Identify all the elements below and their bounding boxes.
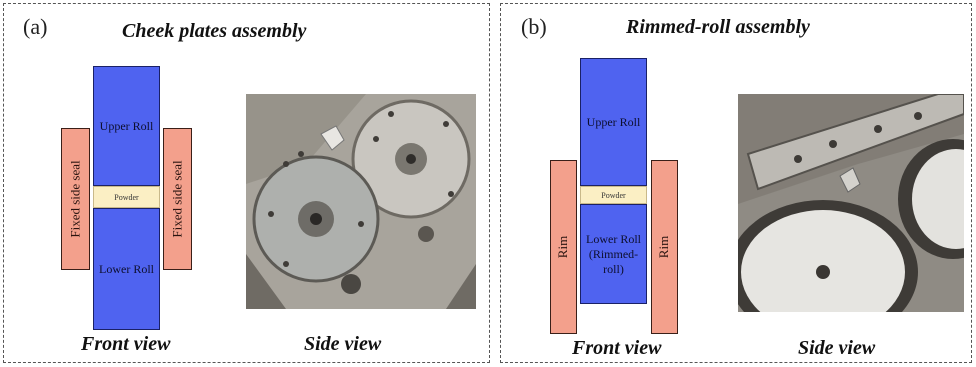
upper-roll: Upper Roll — [93, 66, 160, 186]
side-view-photo — [738, 94, 964, 312]
lower-roll-rimmed: Lower Roll (Rimmed-roll) — [580, 204, 647, 304]
assembly-photo-illustration — [738, 94, 964, 312]
panel-a: (a) Cheek plates assembly Upper Roll Pow… — [3, 3, 490, 363]
right-side-seal: Fixed side seal — [163, 128, 192, 270]
side-view-label: Side view — [304, 333, 382, 355]
upper-roll-label: Upper Roll — [99, 118, 154, 133]
front-view-label: Front view — [81, 333, 171, 355]
powder-label: Powder — [601, 190, 626, 200]
lower-roll: Lower Roll — [93, 208, 160, 330]
powder-layer: Powder — [93, 186, 160, 208]
left-rim-label: Rim — [555, 235, 571, 259]
powder-layer: Powder — [580, 186, 647, 204]
powder-label: Powder — [114, 192, 139, 202]
side-view-photo — [246, 94, 476, 309]
left-rim: Rim — [550, 160, 577, 334]
upper-roll: Upper Roll — [580, 58, 647, 186]
upper-roll-label: Upper Roll — [586, 114, 641, 129]
left-seal-label: Fixed side seal — [67, 160, 83, 238]
lower-roll-label: Lower Roll (Rimmed-roll) — [581, 232, 646, 277]
right-seal-label: Fixed side seal — [169, 160, 185, 238]
right-rim: Rim — [651, 160, 678, 334]
panel-title: Rimmed-roll assembly — [626, 16, 810, 38]
panel-letter: (a) — [23, 14, 48, 39]
assembly-photo-illustration — [246, 94, 476, 309]
panel-b: (b) Rimmed-roll assembly Upper Roll Powd… — [500, 3, 972, 363]
front-view-label: Front view — [572, 337, 662, 359]
panel-letter: (b) — [521, 14, 547, 39]
lower-roll-line1: Lower Roll — [586, 231, 641, 246]
lower-roll-line2: (Rimmed-roll) — [588, 246, 639, 276]
lower-roll-label: Lower Roll — [99, 261, 154, 276]
left-side-seal: Fixed side seal — [61, 128, 90, 270]
panel-title: Cheek plates assembly — [122, 20, 307, 42]
side-view-label: Side view — [798, 337, 876, 359]
right-rim-label: Rim — [656, 235, 672, 259]
